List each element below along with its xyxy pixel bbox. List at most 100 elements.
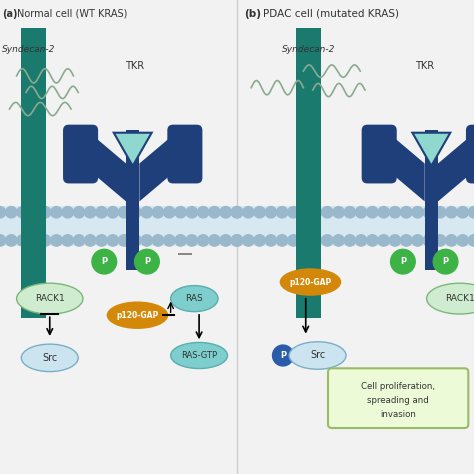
Polygon shape <box>391 135 425 201</box>
Polygon shape <box>114 133 152 166</box>
Text: P: P <box>400 257 406 266</box>
FancyBboxPatch shape <box>308 28 321 318</box>
Circle shape <box>198 235 209 246</box>
Polygon shape <box>438 135 472 201</box>
Circle shape <box>457 235 468 246</box>
Circle shape <box>175 235 186 246</box>
Circle shape <box>96 207 107 218</box>
Circle shape <box>344 207 356 218</box>
Text: PDAC cell (mutated KRAS): PDAC cell (mutated KRAS) <box>263 9 399 18</box>
Circle shape <box>310 207 322 218</box>
Text: (b): (b) <box>244 9 261 18</box>
Circle shape <box>423 207 435 218</box>
Circle shape <box>378 235 390 246</box>
Text: TKR: TKR <box>126 61 145 71</box>
Circle shape <box>367 207 378 218</box>
Circle shape <box>391 249 415 274</box>
Circle shape <box>401 235 412 246</box>
Text: RAS-GTP: RAS-GTP <box>181 351 217 360</box>
Circle shape <box>254 207 265 218</box>
Circle shape <box>276 207 288 218</box>
Text: Src: Src <box>42 353 57 363</box>
Text: Src: Src <box>310 350 325 361</box>
Circle shape <box>435 207 446 218</box>
Circle shape <box>175 207 186 218</box>
Circle shape <box>84 235 96 246</box>
Ellipse shape <box>280 268 341 296</box>
Circle shape <box>28 207 39 218</box>
Text: (a): (a) <box>2 9 18 18</box>
Circle shape <box>152 235 164 246</box>
Circle shape <box>0 235 6 246</box>
Circle shape <box>118 207 130 218</box>
Ellipse shape <box>289 342 346 369</box>
Circle shape <box>310 235 322 246</box>
Circle shape <box>141 207 153 218</box>
Circle shape <box>220 207 231 218</box>
Circle shape <box>164 207 175 218</box>
Circle shape <box>457 207 468 218</box>
Circle shape <box>6 207 17 218</box>
Text: spreading and: spreading and <box>367 396 429 405</box>
Circle shape <box>367 235 378 246</box>
Text: P: P <box>101 257 107 266</box>
Circle shape <box>17 235 28 246</box>
Circle shape <box>96 235 107 246</box>
Circle shape <box>231 207 243 218</box>
Circle shape <box>186 207 198 218</box>
Circle shape <box>321 207 333 218</box>
Circle shape <box>231 235 243 246</box>
Text: RACK1: RACK1 <box>35 294 64 303</box>
Circle shape <box>39 207 51 218</box>
Circle shape <box>6 235 17 246</box>
Text: Cell proliferation,: Cell proliferation, <box>361 382 435 391</box>
Circle shape <box>433 249 458 274</box>
Ellipse shape <box>107 301 168 329</box>
Text: invasion: invasion <box>380 410 416 419</box>
Text: P: P <box>280 351 286 360</box>
Circle shape <box>28 235 39 246</box>
Circle shape <box>389 235 401 246</box>
Circle shape <box>51 235 62 246</box>
Circle shape <box>231 235 243 246</box>
Circle shape <box>73 235 85 246</box>
Circle shape <box>62 235 73 246</box>
Circle shape <box>73 207 85 218</box>
Ellipse shape <box>21 344 78 372</box>
Circle shape <box>423 235 435 246</box>
FancyBboxPatch shape <box>126 130 139 270</box>
Polygon shape <box>139 135 173 201</box>
Circle shape <box>243 235 254 246</box>
Circle shape <box>446 235 457 246</box>
Circle shape <box>62 207 73 218</box>
Circle shape <box>164 235 175 246</box>
Circle shape <box>468 235 474 246</box>
FancyBboxPatch shape <box>328 368 468 428</box>
Text: P: P <box>443 257 448 266</box>
Circle shape <box>333 235 344 246</box>
Circle shape <box>186 235 198 246</box>
Circle shape <box>446 207 457 218</box>
Text: P: P <box>144 257 150 266</box>
Ellipse shape <box>171 285 218 312</box>
Circle shape <box>344 235 356 246</box>
Circle shape <box>265 235 276 246</box>
Circle shape <box>468 207 474 218</box>
Text: Syndecan-2: Syndecan-2 <box>2 45 56 54</box>
Ellipse shape <box>171 342 228 369</box>
Circle shape <box>254 235 265 246</box>
Circle shape <box>130 207 141 218</box>
Ellipse shape <box>17 283 83 314</box>
Polygon shape <box>412 133 450 166</box>
Text: RAS: RAS <box>185 294 203 303</box>
Text: Normal cell (WT KRAS): Normal cell (WT KRAS) <box>17 9 127 18</box>
Circle shape <box>220 235 231 246</box>
Circle shape <box>321 235 333 246</box>
Circle shape <box>265 207 276 218</box>
Circle shape <box>288 235 299 246</box>
Circle shape <box>435 235 446 246</box>
Circle shape <box>333 207 344 218</box>
Circle shape <box>92 249 117 274</box>
Circle shape <box>378 207 390 218</box>
Circle shape <box>276 235 288 246</box>
